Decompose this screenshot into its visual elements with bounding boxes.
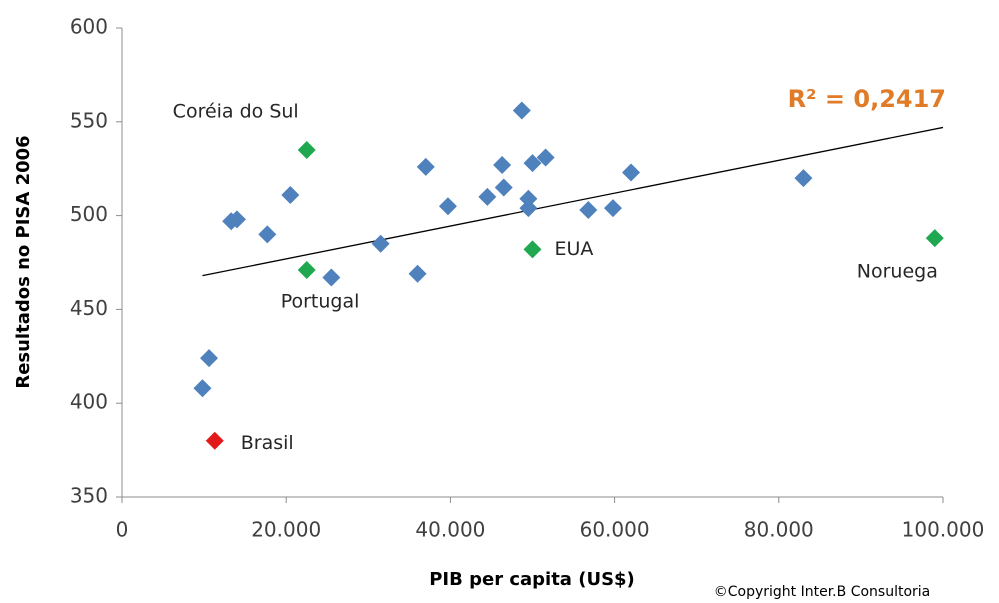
point [519, 189, 538, 208]
x-tick-label: 80.000 [744, 518, 814, 542]
point [193, 379, 212, 398]
point [200, 349, 219, 368]
point [494, 178, 513, 197]
point [371, 234, 390, 253]
point [512, 101, 531, 120]
copyright: ©Copyright Inter.B Consultoria [714, 584, 931, 600]
x-tick-label: 20.000 [251, 518, 321, 542]
y-tick-label: 600 [70, 15, 108, 39]
x-tick-label: 60.000 [580, 518, 650, 542]
x-tick-label: 40.000 [415, 518, 485, 542]
point-label: Coréia do Sul [173, 100, 299, 122]
point [408, 264, 427, 283]
x-tick-label: 100.000 [902, 518, 985, 542]
point [438, 197, 457, 216]
x-axis-title: PIB per capita (US$) [429, 569, 635, 590]
point [519, 199, 538, 218]
point [478, 187, 497, 206]
y-axis-title: Resultados no PISA 2006 [13, 135, 34, 388]
point [622, 163, 641, 182]
y-tick-label: 450 [70, 296, 108, 320]
point [523, 240, 542, 259]
point [227, 210, 246, 229]
point-label: Noruega [857, 261, 938, 283]
y-tick-label: 550 [70, 108, 108, 132]
point [416, 157, 435, 176]
point-label: Brasil [241, 432, 294, 454]
point [925, 229, 944, 248]
point [523, 154, 542, 173]
point [281, 185, 300, 204]
point [297, 140, 316, 159]
point [579, 200, 598, 219]
y-tick-label: 400 [70, 390, 108, 414]
y-tick-label: 500 [70, 202, 108, 226]
x-tick-label: 0 [116, 518, 129, 542]
point-label: EUA [555, 238, 594, 260]
point [493, 155, 512, 174]
trendline [202, 126, 944, 277]
point [794, 169, 813, 188]
y-tick-label: 350 [70, 484, 108, 508]
point [205, 431, 224, 450]
point [536, 148, 555, 167]
point-label: Portugal [281, 291, 360, 313]
point [297, 261, 316, 280]
r-squared: R² = 0,2417 [788, 85, 946, 113]
point [603, 199, 622, 218]
point [322, 268, 341, 287]
point [258, 225, 277, 244]
